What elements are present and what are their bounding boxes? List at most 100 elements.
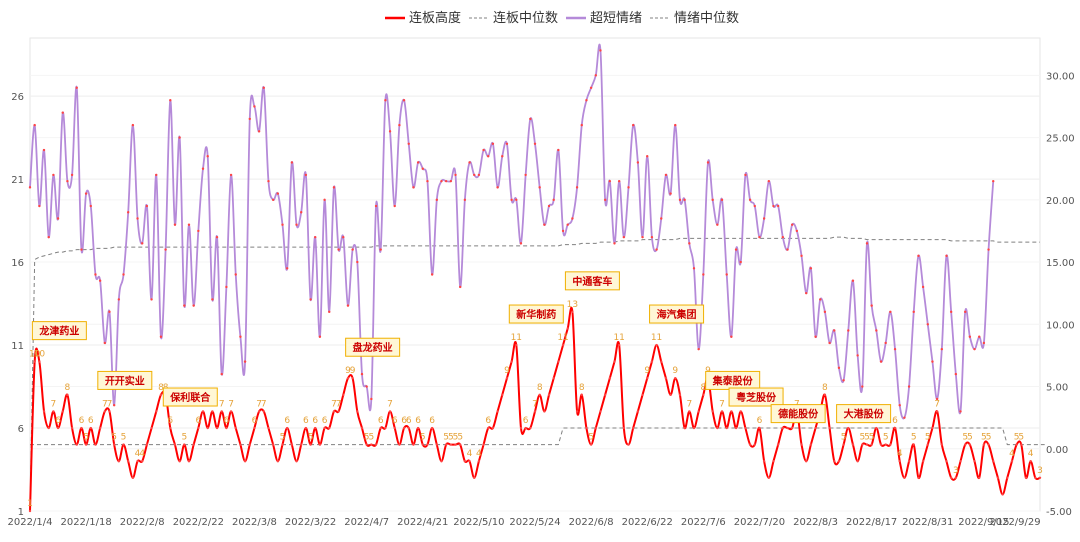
series-point	[215, 235, 219, 239]
series-point	[669, 393, 672, 397]
legend-item-3[interactable]: 情绪中位数	[650, 11, 739, 26]
series-point	[370, 443, 373, 446]
x-tick-label: 2022/6/8	[569, 517, 614, 528]
series-point	[337, 248, 340, 251]
legend[interactable]: 连板高度 连板中位数 超短情绪 情绪中位数	[385, 10, 739, 26]
series-point	[449, 179, 453, 183]
series-point	[248, 443, 251, 446]
series-point	[342, 393, 345, 397]
data-label: 6	[892, 416, 898, 426]
annotation-label: 中通客车	[572, 275, 612, 288]
series-point	[987, 443, 990, 446]
series-point	[987, 248, 990, 251]
series-point	[384, 426, 387, 430]
series-point	[28, 509, 32, 513]
series-point	[89, 204, 92, 208]
series-point	[187, 223, 191, 226]
series-point	[473, 173, 476, 177]
series-point	[384, 99, 387, 102]
data-label: 6	[195, 416, 201, 426]
data-label: 7	[336, 399, 342, 409]
series-point	[253, 105, 256, 108]
series-point	[949, 476, 953, 480]
annotation-label: 开开实业	[105, 374, 145, 387]
series-point	[814, 426, 817, 430]
series-point	[243, 460, 247, 463]
series-point	[477, 460, 481, 463]
series-point	[33, 123, 36, 127]
series-point	[608, 377, 612, 380]
data-label: 4	[1028, 449, 1034, 459]
data-label: 11	[557, 333, 568, 343]
series-point	[304, 173, 308, 177]
x-tick-label: 2022/8/3	[793, 517, 838, 528]
x-tick-label: 2022/2/8	[120, 517, 165, 528]
series-point	[875, 426, 878, 430]
series-point	[921, 460, 925, 463]
series-point	[159, 393, 163, 397]
series-point	[1034, 476, 1037, 480]
series-point	[84, 443, 88, 446]
data-label: 6	[378, 416, 384, 426]
annotation-label: 海汽集团	[657, 308, 697, 321]
series-point	[552, 377, 555, 380]
series-group	[28, 43, 1045, 513]
series-point	[444, 443, 448, 446]
series-point	[201, 410, 205, 413]
series-point	[421, 443, 424, 446]
annotation-box	[31, 321, 87, 341]
series-point	[75, 86, 78, 89]
series-point	[945, 254, 948, 258]
data-label: 9	[345, 366, 351, 376]
series-point	[290, 443, 294, 446]
data-label: 7	[107, 399, 113, 409]
data-label: 3	[1037, 466, 1043, 476]
series-point	[112, 443, 116, 446]
series-point	[398, 123, 401, 127]
series-point	[772, 460, 775, 463]
series-point	[164, 248, 167, 251]
y-right-tick-label: 5.00	[1046, 383, 1068, 394]
series-point	[117, 460, 121, 463]
series-point	[108, 410, 111, 413]
series-point	[599, 49, 602, 52]
x-tick-label: 2022/4/21	[397, 517, 448, 528]
series-point	[262, 410, 265, 413]
series-point	[239, 443, 242, 446]
annotation-callout: 龙津药业	[31, 321, 87, 341]
series-point	[833, 460, 836, 463]
series-point	[641, 235, 644, 239]
legend-item-0[interactable]: 连板高度	[385, 10, 461, 26]
series-point	[781, 426, 785, 430]
data-label: 5	[962, 433, 968, 443]
series-point	[33, 360, 36, 363]
data-label: 8	[65, 383, 71, 393]
series-point	[921, 285, 925, 289]
series-point	[805, 291, 808, 295]
series-point	[692, 426, 696, 430]
series-point	[547, 393, 551, 397]
series-point	[847, 329, 850, 332]
data-label: 10	[34, 350, 46, 360]
series-point	[617, 179, 621, 183]
x-tick-label: 2022/7/20	[734, 517, 785, 528]
data-label: 13	[567, 300, 578, 310]
series-point	[561, 229, 565, 233]
series-point	[571, 217, 574, 220]
series-point	[538, 186, 541, 189]
series-point	[38, 204, 41, 208]
series-point	[809, 443, 813, 446]
legend-item-1[interactable]: 连板中位数	[469, 10, 558, 26]
data-label: 4	[1009, 449, 1015, 459]
annotation-label: 龙津药业	[38, 325, 79, 338]
series-point	[398, 443, 401, 446]
series-point	[201, 167, 205, 170]
y-right-tick-label: 10.00	[1046, 320, 1075, 331]
series-point	[753, 204, 756, 208]
series-point	[800, 254, 803, 258]
series-point	[314, 235, 317, 239]
data-label: 5	[859, 433, 865, 443]
series-point	[126, 211, 130, 214]
legend-item-2[interactable]: 超短情绪	[566, 11, 642, 26]
series-point	[440, 179, 443, 183]
